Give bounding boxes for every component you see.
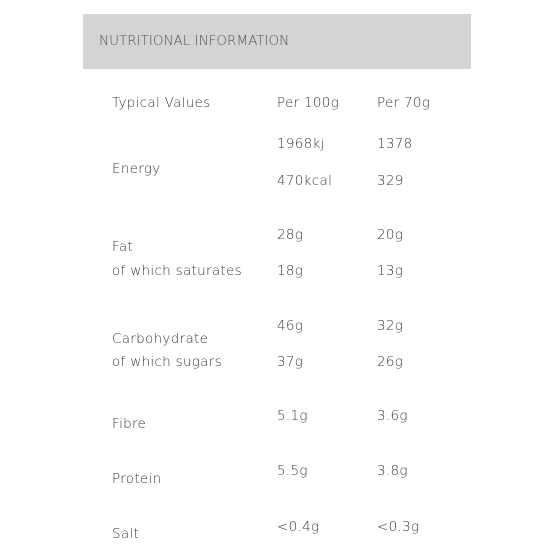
- column-header: Per 70g: [377, 95, 431, 111]
- column-header: Typical Values: [112, 95, 211, 111]
- row-label: Energy: [112, 161, 161, 177]
- row-label: Fat: [112, 239, 133, 255]
- cell: 5.5g: [277, 463, 308, 479]
- cell: 5.1g: [277, 408, 308, 424]
- row-label: of which sugars: [112, 354, 222, 370]
- cell: 329: [377, 173, 404, 189]
- cell: 1378: [377, 136, 413, 152]
- cell: <0.3g: [377, 519, 420, 535]
- cell: 26g: [377, 354, 404, 370]
- row-label: Salt: [112, 526, 140, 542]
- cell: 3.6g: [377, 408, 408, 424]
- cell: 37g: [277, 354, 304, 370]
- cell: 18g: [277, 263, 304, 279]
- cell: 1968kj: [277, 136, 325, 152]
- cell: <0.4g: [277, 519, 320, 535]
- cell: 28g: [277, 227, 304, 243]
- row-label: Fibre: [112, 416, 147, 432]
- header-band: [83, 14, 471, 69]
- row-label: Protein: [112, 471, 162, 487]
- cell: 3.8g: [377, 463, 408, 479]
- column-header: Per 100g: [277, 95, 340, 111]
- cell: 20g: [377, 227, 404, 243]
- cell: 46g: [277, 318, 304, 334]
- cell: 32g: [377, 318, 404, 334]
- cell: 470kcal: [277, 173, 333, 189]
- header-title: NUTRITIONAL INFORMATION: [99, 33, 290, 49]
- row-label: of which saturates: [112, 263, 242, 279]
- row-label: Carbohydrate: [112, 331, 209, 347]
- cell: 13g: [377, 263, 404, 279]
